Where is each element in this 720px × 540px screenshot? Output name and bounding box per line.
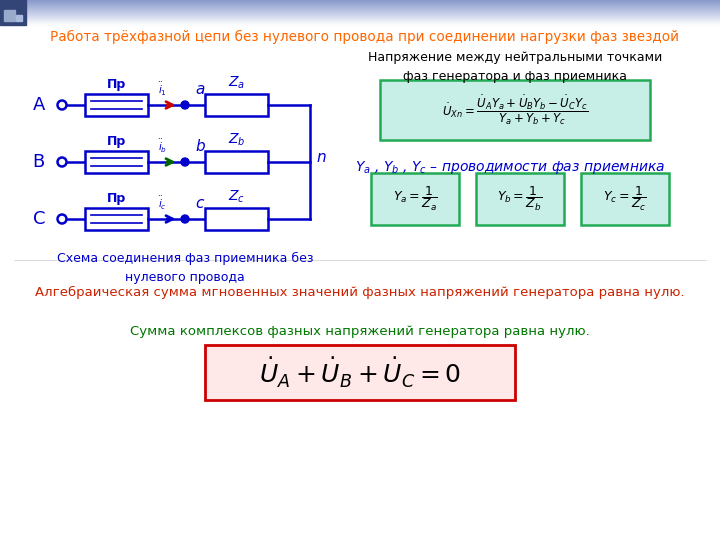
Bar (380, 80, 650, 140)
Circle shape (181, 158, 189, 166)
Text: b: b (195, 139, 204, 154)
Bar (0, 14, 720, 15)
Text: $Y_a$ , $Y_b$ , $Y_c$ – проводимости фаз приемника: $Y_a$ , $Y_b$ , $Y_c$ – проводимости фаз… (355, 159, 665, 177)
Bar (0, 0, 720, 1)
Bar (0, 8, 720, 9)
Bar (0, 13, 720, 14)
Text: C: C (32, 210, 45, 228)
Bar (0, 19, 720, 20)
Bar (0, 3, 720, 4)
Text: $\ddot{i}_b$: $\ddot{i}_b$ (158, 138, 167, 155)
Bar (0, 1, 720, 2)
Text: a: a (195, 82, 204, 97)
Bar (205, 208, 268, 230)
Text: n: n (316, 151, 325, 165)
Bar (0, 12, 720, 13)
Bar (0, 2, 720, 3)
Bar (0, 24, 720, 25)
Bar (205, 345, 515, 400)
Text: Сумма комплексов фазных напряжений генератора равна нулю.: Сумма комплексов фазных напряжений генер… (130, 326, 590, 339)
Bar (476, 173, 564, 225)
Bar (205, 151, 268, 173)
Text: $Y_b = \dfrac{1}{Z_b}$: $Y_b = \dfrac{1}{Z_b}$ (498, 185, 543, 213)
Bar (0, 4, 720, 5)
Text: Пр: Пр (107, 78, 126, 91)
Text: $Y_a = \dfrac{1}{Z_a}$: $Y_a = \dfrac{1}{Z_a}$ (392, 185, 438, 213)
Text: $\ddot{i}_1$: $\ddot{i}_1$ (158, 81, 167, 98)
Text: $\dot{U}_{Xn} = \dfrac{\dot{U}_A Y_a + \dot{U}_B Y_b - \dot{U}_C Y_c}{Y_a + Y_b : $\dot{U}_{Xn} = \dfrac{\dot{U}_A Y_a + \… (441, 93, 588, 127)
Bar (0, 21, 720, 22)
Text: Пр: Пр (107, 135, 126, 148)
Bar (0, 10, 720, 11)
Bar (85, 94, 148, 116)
Bar (85, 208, 148, 230)
Bar (0, 18, 720, 19)
Bar (0, 5, 720, 6)
Bar (581, 173, 669, 225)
Text: $Z_c$: $Z_c$ (228, 188, 245, 205)
Text: c: c (195, 196, 203, 211)
Bar (0, 22, 720, 23)
Text: Схема соединения фаз приемника без
нулевого провода: Схема соединения фаз приемника без нулев… (57, 252, 313, 284)
Text: $Z_b$: $Z_b$ (228, 132, 246, 148)
Text: $\ddot{i}_c$: $\ddot{i}_c$ (158, 195, 167, 212)
Text: A: A (32, 96, 45, 114)
Bar (85, 151, 148, 173)
Bar (0, 6, 720, 7)
Bar (0, 17, 720, 18)
Bar (0, 7, 720, 8)
Bar (0, 23, 720, 24)
Text: Алгебраическая сумма мгновенных значений фазных напряжений генератора равна нулю: Алгебраическая сумма мгновенных значений… (35, 286, 685, 299)
Text: Работа трёхфазной цепи без нулевого провода при соединении нагрузки фаз звездой: Работа трёхфазной цепи без нулевого пров… (50, 30, 680, 44)
Text: $Z_a$: $Z_a$ (228, 75, 245, 91)
Bar (4, 10, 15, 21)
Bar (0, 11, 720, 12)
Bar (0, 0, 26, 25)
Bar (16, 15, 22, 21)
Bar (371, 173, 459, 225)
Bar (0, 9, 720, 10)
Bar (0, 20, 720, 21)
Bar (0, 16, 720, 17)
Text: B: B (32, 153, 45, 171)
Text: $Y_c = \dfrac{1}{Z_c}$: $Y_c = \dfrac{1}{Z_c}$ (603, 185, 647, 213)
Bar (0, 15, 720, 16)
Text: Напряжение между нейтральными точками
фаз генератора и фаз приемника: Напряжение между нейтральными точками фа… (368, 51, 662, 83)
Circle shape (181, 101, 189, 109)
Circle shape (181, 215, 189, 223)
Text: $\dot{U}_A + \dot{U}_B + \dot{U}_C = 0$: $\dot{U}_A + \dot{U}_B + \dot{U}_C = 0$ (259, 355, 461, 389)
Text: Пр: Пр (107, 192, 126, 205)
Bar (205, 94, 268, 116)
